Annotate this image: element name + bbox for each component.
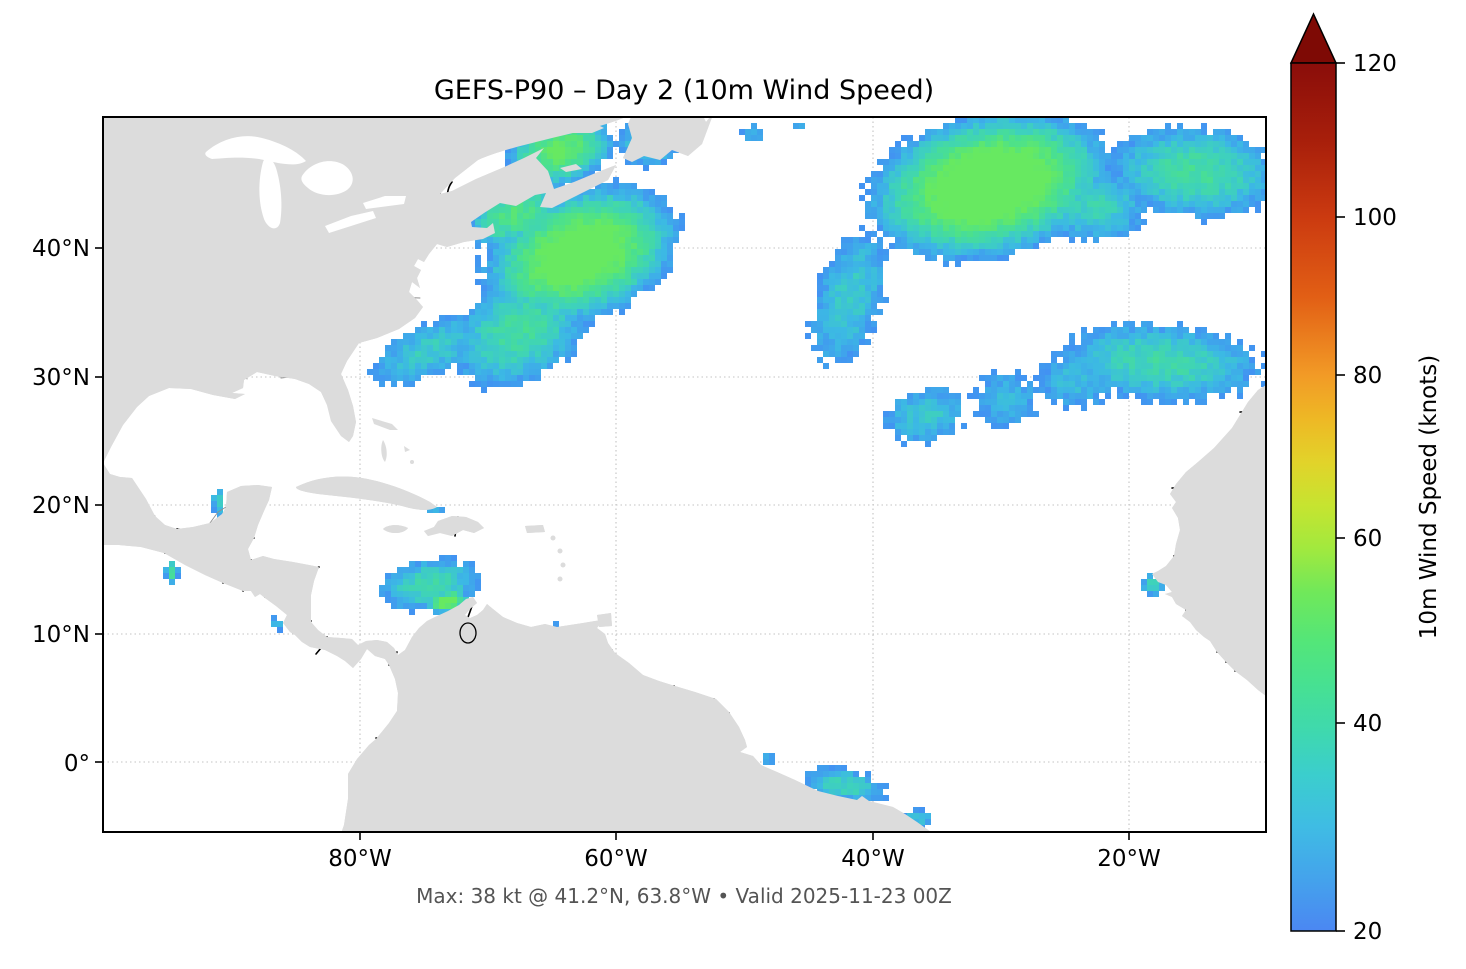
y-tick-label: 30°N xyxy=(32,365,90,391)
colorbar-axis-label: 10m Wind Speed (knots) xyxy=(1416,355,1442,639)
coastlines xyxy=(103,117,1266,832)
y-tick-label: 10°N xyxy=(32,622,90,648)
colorbar-tick-label: 60 xyxy=(1353,526,1382,552)
plot-frame xyxy=(102,116,1267,833)
colorbar-ticks xyxy=(1336,62,1345,932)
chart-title: GEFS-P90 – Day 2 (10m Wind Speed) xyxy=(434,75,934,106)
axis-ticks xyxy=(95,247,1130,840)
bahamas-cay xyxy=(410,460,414,464)
y-tick-label: 0° xyxy=(64,751,90,777)
x-tick-label: 40°W xyxy=(841,846,905,872)
bahamas-islands xyxy=(372,418,410,462)
y-tick-label: 20°N xyxy=(32,493,90,519)
colorbar-tick-label: 40 xyxy=(1353,711,1382,737)
colorbar-extend-arrow xyxy=(1289,12,1338,64)
colorbar-tick-label: 20 xyxy=(1353,919,1382,945)
colorbar-tick-label: 120 xyxy=(1353,51,1397,77)
antilles-island xyxy=(550,535,556,541)
x-tick-label: 20°W xyxy=(1097,846,1161,872)
colorbar-tick-label: 100 xyxy=(1353,205,1397,231)
chart-caption: Max: 38 kt @ 41.2°N, 63.8°W • Valid 2025… xyxy=(416,884,952,908)
antilles-island xyxy=(560,562,566,568)
colorbar-tick-label: 80 xyxy=(1353,363,1382,389)
lake-maracaibo-outline xyxy=(459,622,477,644)
colorbar: 20 40 60 80 100 120 10m Wind Speed (knot… xyxy=(1289,12,1442,945)
antilles-island xyxy=(557,576,563,582)
antilles-island xyxy=(557,548,563,554)
x-tick-label: 80°W xyxy=(328,846,392,872)
x-tick-label: 60°W xyxy=(584,846,648,872)
colorbar-gradient-bar xyxy=(1290,62,1337,932)
y-tick-label: 40°N xyxy=(32,236,90,262)
